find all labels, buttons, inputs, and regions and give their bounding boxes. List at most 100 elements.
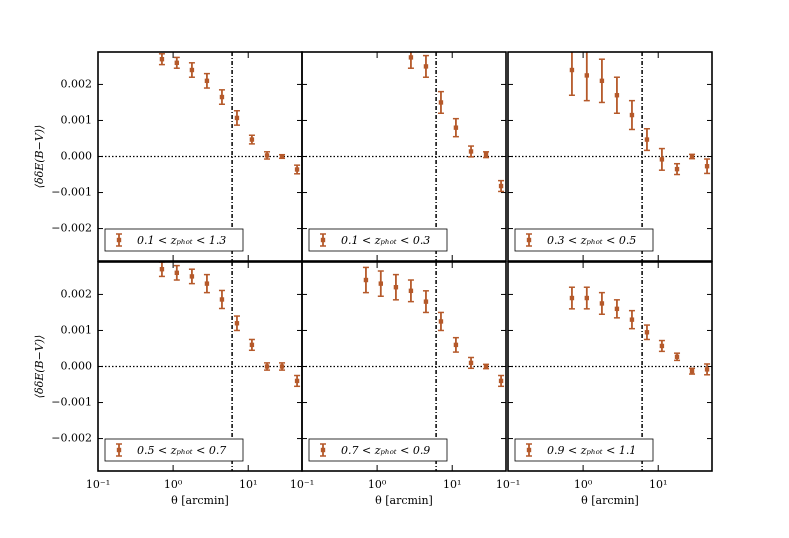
marker [423,299,429,304]
marker [689,368,695,374]
marker [294,378,300,384]
marker [423,64,429,69]
x-axis-label: θ [arcmin] [171,494,229,507]
error-bar [248,134,255,145]
marker [584,73,590,78]
error-bar [689,153,696,160]
y-tick-label: 0.000 [61,360,93,373]
error-bar [437,90,444,115]
error-bar [203,273,210,294]
error-bar [704,363,711,376]
marker [174,60,180,66]
x-tick-label: 10¹ [239,478,257,491]
error-bar [498,374,505,388]
y-tick-label: 0.001 [61,113,93,126]
error-bar [483,363,490,370]
marker [584,295,590,301]
legend-box [308,228,448,252]
error-bar [583,286,590,310]
x-tick-label: 10⁰ [574,478,593,491]
error-bar [568,286,575,310]
marker [569,295,575,301]
error-bar [218,89,225,105]
marker [189,274,195,279]
y-tick-label: −0.001 [51,186,92,199]
legend-marker [526,447,532,453]
y-tick-label: 0.001 [61,323,93,336]
marker [674,354,680,359]
error-bar [613,299,620,319]
marker [378,281,384,286]
marker [234,115,240,121]
error-bar [188,268,195,285]
legend-label: 0.9 < zₚₕₒₜ < 1.1 [547,444,636,457]
legend-label: 0.3 < zₚₕₒₜ < 0.5 [547,234,636,247]
marker [629,112,635,118]
marker [408,288,414,294]
error-bar [158,262,165,278]
marker [264,153,270,158]
error-bar [377,270,384,297]
error-bar [173,264,180,281]
y-tick-label: 0.002 [61,287,93,300]
error-bar [613,76,620,115]
marker [689,154,695,159]
marker [498,378,504,384]
x-tick-label: 10⁻¹ [496,478,520,491]
marker [453,342,459,348]
x-axis-label: θ [arcmin] [375,494,433,507]
error-bar [279,153,286,160]
error-bar [643,128,650,152]
panel-frame [301,51,507,262]
error-bar [689,367,696,375]
legend-marker [116,447,122,453]
legend-label: 0.1 < zₚₕₒₜ < 1.3 [137,234,226,247]
marker [674,166,680,172]
marker [629,317,635,322]
marker [249,342,255,348]
error-bar [598,291,605,315]
error-bar [452,117,459,138]
marker [438,100,444,105]
marker [483,364,489,369]
marker [659,343,665,349]
marker [659,157,665,162]
x-tick-label: 10¹ [649,478,667,491]
legend-marker [116,237,122,243]
marker [249,137,255,142]
marker [408,55,414,60]
error-bar [658,339,665,353]
x-tick-label: 10¹ [443,478,461,491]
marker [498,183,504,189]
panel-frame [507,51,713,262]
error-bar [422,54,429,78]
marker [189,67,195,73]
error-bar [203,72,210,89]
legend-marker [320,447,326,453]
error-bar [248,338,255,352]
error-bar [264,362,271,371]
error-bar [233,109,240,126]
legend-marker [320,237,326,243]
x-tick-label: 10⁻¹ [86,478,110,491]
error-bar [279,362,286,371]
error-bar [658,147,665,171]
error-bar [628,99,635,131]
marker [614,306,620,312]
error-bar [407,52,414,69]
marker [159,267,165,272]
marker [294,167,300,172]
legend-box [104,438,244,462]
marker [483,152,489,157]
error-bar [218,289,225,310]
marker [393,285,399,290]
error-bar [392,273,399,301]
marker [599,78,605,84]
error-bar [628,309,635,330]
error-bar [158,53,165,66]
marker [174,270,180,276]
error-bar [583,52,590,102]
marker [234,321,240,326]
marker [614,93,620,98]
error-bar [422,290,429,314]
